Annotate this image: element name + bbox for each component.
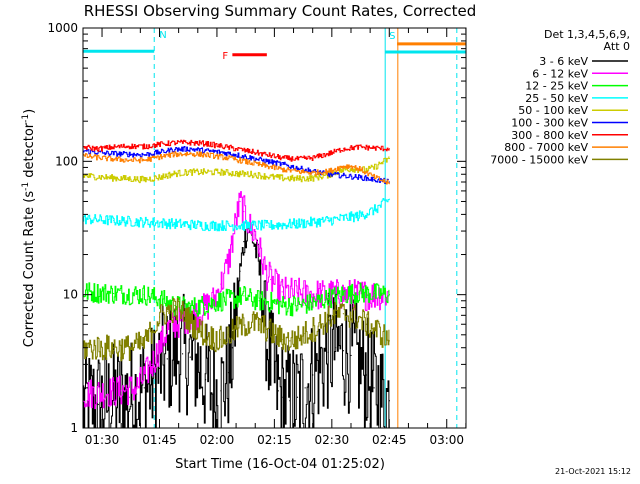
- data-point: [250, 151, 253, 153]
- x-axis: 01:30 01:45 02:00 02:15 02:30 02:45 03:00: [85, 28, 467, 447]
- data-point: [120, 390, 122, 392]
- y-axis-title-mid: detector: [22, 122, 37, 182]
- legend-header-line-1: Det 1,3,4,5,6,9,: [544, 28, 630, 41]
- data-point: [373, 387, 375, 389]
- data-point: [151, 363, 153, 365]
- data-point: [304, 387, 306, 389]
- y-axis-title-sup2: -1: [21, 114, 31, 123]
- data-point: [181, 353, 184, 355]
- plot-area: N F S: [83, 28, 466, 428]
- legend-label: 300 - 800 keV: [511, 129, 588, 142]
- y-tick-label: 10: [63, 288, 78, 302]
- flag-label-s: S: [389, 31, 395, 42]
- data-point: [281, 163, 283, 165]
- data-point: [296, 396, 299, 398]
- legend-label: 3 - 6 keV: [539, 55, 588, 68]
- data-point: [189, 356, 191, 358]
- series-line: [83, 282, 390, 319]
- y-tick-label: 1000: [47, 21, 78, 35]
- flag-label-f: F: [222, 51, 228, 62]
- data-point: [143, 387, 145, 389]
- data-point: [327, 294, 329, 296]
- series-4: [83, 198, 390, 232]
- data-point: [97, 403, 99, 406]
- y-axis-title: Corrected Count Rate (s-1 detector-1): [21, 109, 37, 347]
- data-point: [166, 310, 168, 312]
- data-point: [388, 181, 390, 183]
- data-point: [250, 234, 253, 236]
- data-point: [239, 200, 241, 203]
- y-tick-label: 1: [70, 421, 78, 435]
- legend-label: 12 - 25 keV: [525, 80, 588, 93]
- data-point: [143, 221, 145, 223]
- timestamp: 21-Oct-2021 15:12: [555, 467, 631, 476]
- y-tick-label: 100: [55, 154, 78, 168]
- legend-label: 6 - 12 keV: [532, 67, 588, 80]
- chart-title: RHESSI Observing Summary Count Rates, Co…: [84, 2, 477, 20]
- data-point: [289, 340, 291, 342]
- x-tick-label: 03:00: [429, 433, 464, 447]
- x-tick-label: 02:45: [372, 433, 407, 447]
- data-point: [266, 224, 268, 227]
- data-point: [273, 302, 276, 305]
- y-axis-title-end: ): [22, 109, 37, 114]
- series-line: [83, 139, 390, 162]
- legend-label: 25 - 50 keV: [525, 92, 588, 105]
- data-point: [335, 313, 337, 316]
- y-axis: 1 10 100 1000: [47, 21, 466, 435]
- legend-label: 100 - 300 keV: [511, 117, 588, 130]
- series-line: [83, 224, 390, 428]
- data-point: [281, 291, 283, 293]
- x-tick-label: 01:45: [142, 433, 177, 447]
- data-point: [151, 328, 153, 330]
- x-tick-label: 02:00: [200, 433, 235, 447]
- legend-header-line-2: Att 0: [604, 40, 630, 53]
- data-point: [342, 313, 345, 315]
- data-point: [220, 156, 222, 158]
- data-point: [166, 358, 168, 360]
- series-9: [83, 297, 390, 362]
- series-line: [83, 297, 390, 362]
- data-point: [243, 295, 245, 297]
- x-axis-title: Start Time (16-Oct-04 01:25:02): [175, 457, 385, 472]
- series-7: [83, 139, 390, 162]
- series-line: [83, 146, 389, 184]
- x-tick-label: 02:15: [257, 433, 292, 447]
- x-tick-label: 01:30: [85, 433, 120, 447]
- data-point: [327, 219, 329, 222]
- legend-label: 7000 - 15000 keV: [490, 153, 588, 166]
- y-axis-title-sup1: -1: [21, 182, 31, 191]
- data-point: [113, 292, 115, 295]
- y-axis-title-main: Corrected Count Rate (s: [22, 191, 37, 348]
- data-point: [342, 350, 345, 352]
- data-point: [350, 354, 352, 357]
- series-6: [83, 146, 390, 184]
- flag-label-n: N: [159, 30, 166, 41]
- data-point: [189, 171, 191, 173]
- x-tick-label: 02:30: [315, 433, 350, 447]
- data-point: [243, 241, 245, 243]
- legend-label: 50 - 100 keV: [518, 104, 588, 117]
- legend-label: 800 - 7000 keV: [504, 141, 588, 154]
- series-line: [83, 191, 390, 410]
- series-line: [83, 198, 390, 232]
- data-point: [204, 304, 207, 306]
- data-point: [270, 278, 272, 281]
- series-line: [83, 151, 390, 185]
